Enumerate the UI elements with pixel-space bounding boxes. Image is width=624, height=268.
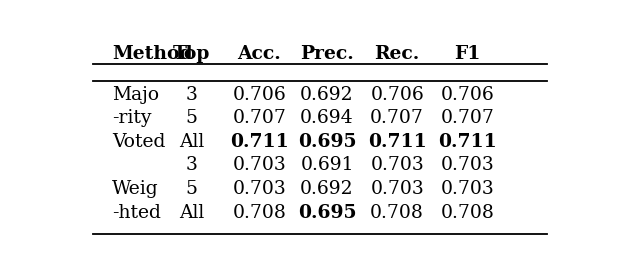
Text: F1: F1 xyxy=(454,45,480,63)
Text: 0.706: 0.706 xyxy=(370,86,424,104)
Text: 0.703: 0.703 xyxy=(233,180,286,198)
Text: 0.706: 0.706 xyxy=(233,86,286,104)
Text: 0.711: 0.711 xyxy=(230,133,289,151)
Text: 0.708: 0.708 xyxy=(370,204,424,222)
Text: All: All xyxy=(179,204,204,222)
Text: 5: 5 xyxy=(186,109,198,127)
Text: 0.707: 0.707 xyxy=(370,109,424,127)
Text: 0.695: 0.695 xyxy=(298,133,356,151)
Text: 5: 5 xyxy=(186,180,198,198)
Text: 0.708: 0.708 xyxy=(232,204,286,222)
Text: Top: Top xyxy=(173,45,210,63)
Text: All: All xyxy=(179,133,204,151)
Text: Acc.: Acc. xyxy=(238,45,281,63)
Text: 0.703: 0.703 xyxy=(441,180,494,198)
Text: 0.703: 0.703 xyxy=(233,156,286,174)
Text: 0.706: 0.706 xyxy=(441,86,494,104)
Text: -rity: -rity xyxy=(112,109,152,127)
Text: Prec.: Prec. xyxy=(300,45,354,63)
Text: 0.691: 0.691 xyxy=(300,156,354,174)
Text: 0.711: 0.711 xyxy=(438,133,497,151)
Text: 0.692: 0.692 xyxy=(300,180,354,198)
Text: Weig: Weig xyxy=(112,180,158,198)
Text: -hted: -hted xyxy=(112,204,161,222)
Text: Method: Method xyxy=(112,45,192,63)
Text: 0.703: 0.703 xyxy=(441,156,494,174)
Text: 3: 3 xyxy=(186,86,198,104)
Text: 0.694: 0.694 xyxy=(300,109,354,127)
Text: 0.695: 0.695 xyxy=(298,204,356,222)
Text: 0.711: 0.711 xyxy=(368,133,427,151)
Text: 0.703: 0.703 xyxy=(370,156,424,174)
Text: 0.703: 0.703 xyxy=(370,180,424,198)
Text: 0.692: 0.692 xyxy=(300,86,354,104)
Text: 0.707: 0.707 xyxy=(232,109,286,127)
Text: 0.708: 0.708 xyxy=(441,204,494,222)
Text: 3: 3 xyxy=(186,156,198,174)
Text: 0.707: 0.707 xyxy=(441,109,494,127)
Text: Rec.: Rec. xyxy=(374,45,420,63)
Text: Voted: Voted xyxy=(112,133,165,151)
Text: Majo: Majo xyxy=(112,86,159,104)
